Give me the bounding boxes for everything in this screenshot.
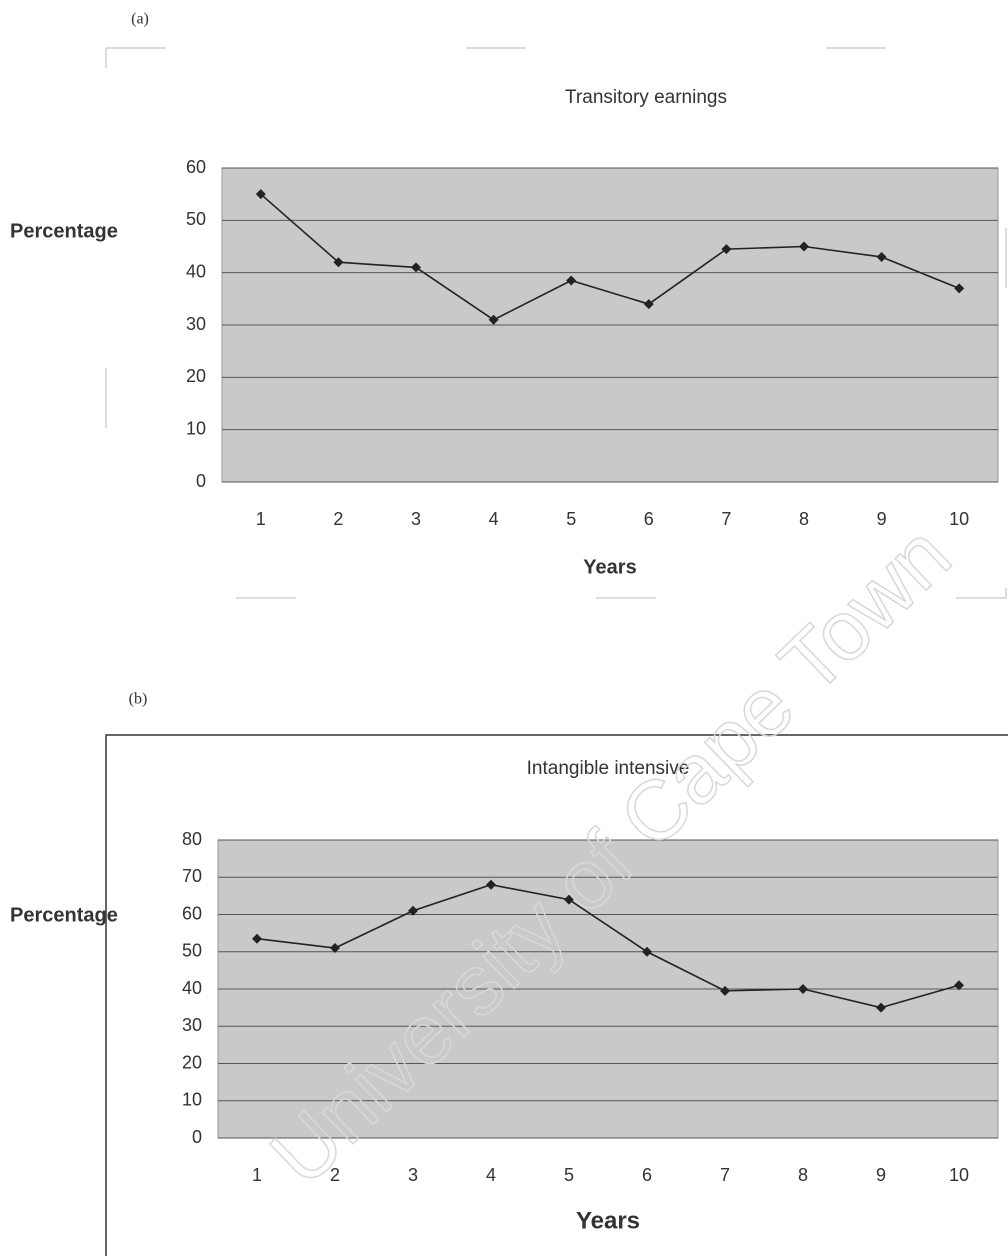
x-tick-label: 10	[949, 1165, 969, 1185]
y-tick-label: 0	[196, 471, 206, 491]
frame-b	[105, 734, 1008, 1256]
y-tick-label: 10	[182, 1090, 202, 1110]
chart-title: Intangible intensive	[527, 758, 690, 779]
data-point	[333, 257, 344, 268]
x-tick-label: 9	[877, 509, 887, 529]
y-tick-label: 80	[182, 829, 202, 849]
y-tick-label: 30	[186, 314, 206, 334]
data-point	[488, 314, 499, 325]
y-tick-label: 20	[186, 366, 206, 386]
data-point	[255, 189, 266, 200]
y-tick-label: 50	[186, 209, 206, 229]
y-axis-label: Percentage	[10, 220, 118, 242]
x-tick-label: 8	[798, 1165, 808, 1185]
y-tick-label: 70	[182, 866, 202, 886]
chart-title: Transitory earnings	[565, 87, 727, 108]
data-point	[564, 894, 574, 905]
data-point	[721, 244, 732, 255]
data-point	[954, 980, 964, 991]
data-point	[486, 879, 496, 890]
data-point	[720, 985, 730, 996]
data-point	[408, 905, 418, 916]
data-point	[643, 299, 654, 310]
x-tick-label: 6	[642, 1165, 652, 1185]
x-tick-label: 3	[408, 1165, 418, 1185]
y-tick-label: 20	[182, 1052, 202, 1072]
data-point	[798, 984, 808, 994]
x-axis-label: Years	[576, 1207, 640, 1234]
y-axis-label: Percentage	[10, 904, 118, 926]
y-tick-label: 40	[182, 978, 202, 998]
y-tick-label: 0	[192, 1127, 202, 1147]
y-tick-label: 40	[186, 261, 206, 281]
data-point	[799, 241, 809, 252]
data-point	[954, 283, 965, 294]
x-tick-label: 7	[721, 509, 731, 529]
x-tick-label: 1	[252, 1165, 262, 1185]
x-tick-label: 6	[644, 509, 654, 529]
x-tick-label: 4	[486, 1165, 496, 1185]
data-point	[411, 262, 421, 273]
x-tick-label: 5	[564, 1165, 574, 1185]
y-tick-label: 10	[186, 418, 206, 438]
y-tick-label: 30	[182, 1015, 202, 1035]
data-point	[876, 1002, 886, 1013]
y-tick-label: 50	[182, 941, 202, 961]
x-tick-label: 10	[949, 509, 969, 529]
x-tick-label: 2	[330, 1165, 340, 1185]
y-tick-label: 60	[182, 903, 202, 923]
data-point	[642, 946, 652, 957]
panel-label: (a)	[131, 11, 149, 28]
data-point	[566, 275, 577, 286]
x-tick-label: 9	[876, 1165, 886, 1185]
data-point	[876, 251, 887, 262]
y-tick-label: 60	[186, 157, 206, 177]
x-tick-label: 3	[411, 509, 421, 529]
data-point	[330, 943, 340, 954]
data-line	[256, 883, 960, 1009]
x-tick-label: 2	[333, 509, 343, 529]
x-tick-label: 8	[799, 509, 809, 529]
x-axis-label: Years	[583, 556, 636, 578]
x-tick-label: 4	[489, 509, 499, 529]
data-point	[252, 933, 262, 944]
x-tick-label: 1	[256, 509, 266, 529]
x-tick-label: 7	[720, 1165, 730, 1185]
data-line	[260, 193, 960, 321]
x-tick-label: 5	[566, 509, 576, 529]
panel-label: (b)	[129, 691, 148, 708]
